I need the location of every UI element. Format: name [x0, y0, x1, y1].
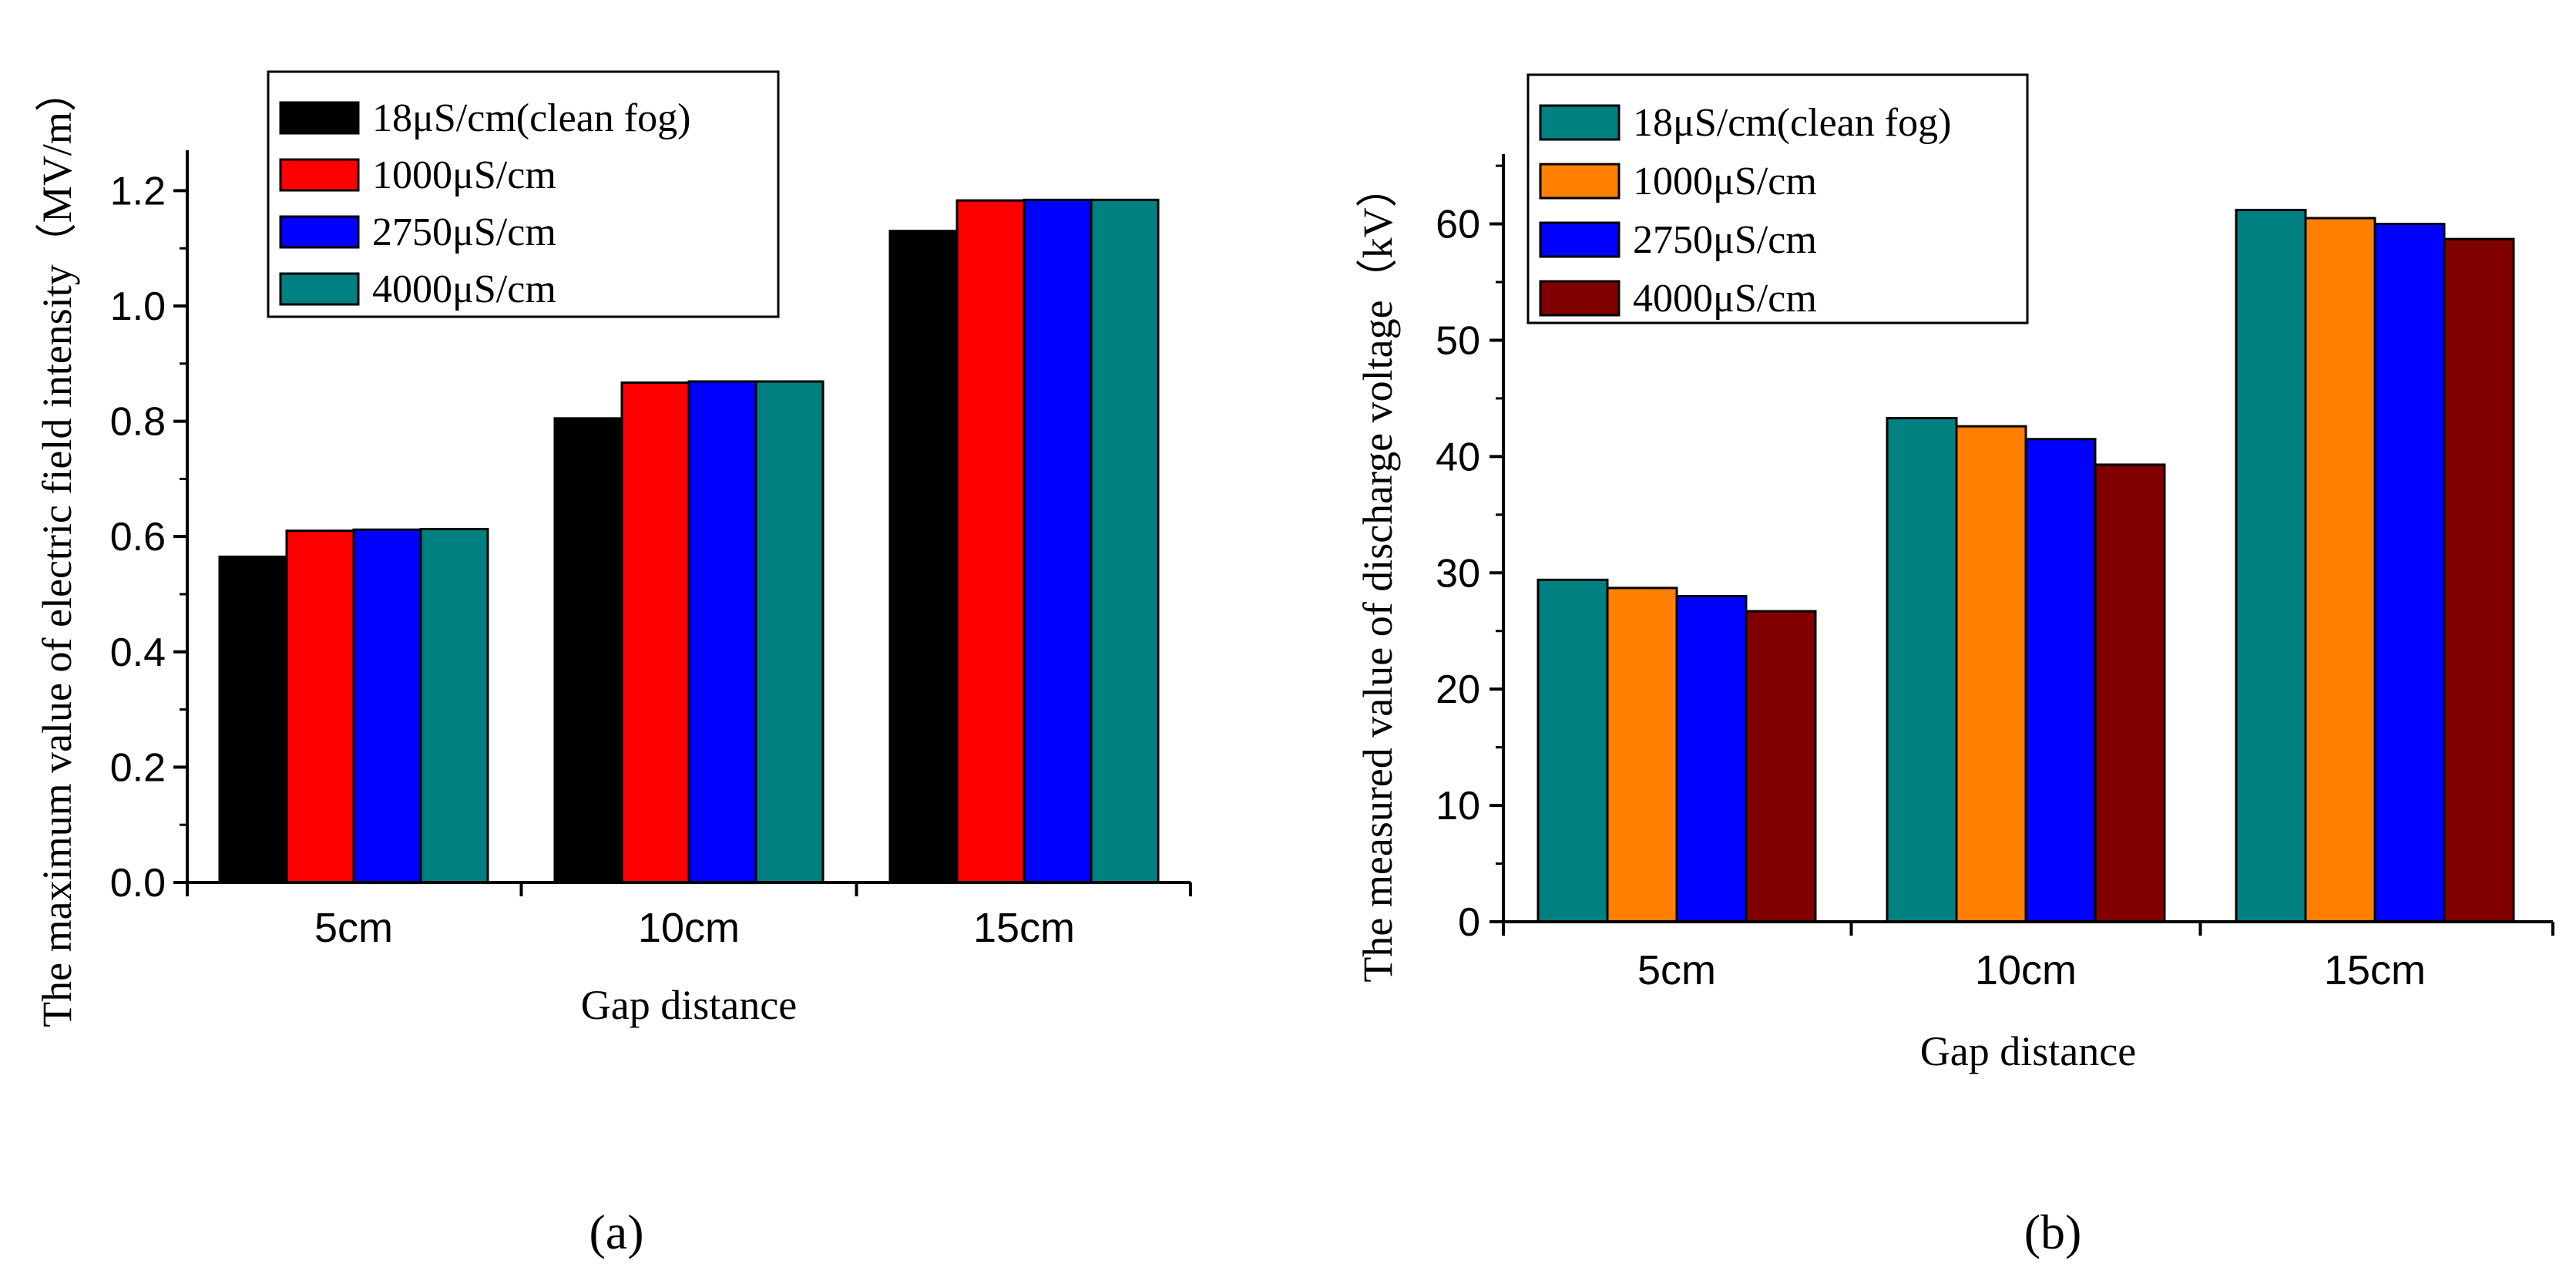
x-tick-label: 5cm [314, 905, 393, 951]
bar [754, 380, 825, 884]
x-tick-label: 10cm [1975, 947, 2077, 993]
bar [2373, 223, 2446, 923]
legend-label: 4000μS/cm [1633, 277, 1817, 321]
bar [620, 381, 690, 884]
bar [1023, 198, 1093, 884]
axes-group: 0.0 0.2 0.4 0.6 0.8 1.0 1.2 5cm 10cm 15cm [110, 150, 1192, 951]
bar [218, 555, 288, 884]
bar [2443, 237, 2515, 923]
y-tick-label: 60 [1436, 203, 1480, 247]
y-tick-label: 1.2 [110, 169, 166, 213]
x-tick-label: 15cm [2324, 947, 2426, 993]
legend-label: 18μS/cm(clean fog) [1633, 101, 1951, 145]
bar [553, 417, 623, 884]
legend: 18μS/cm(clean fog) 1000μS/cm 2750μS/cm 4000… [1526, 73, 2029, 324]
bar [352, 528, 422, 884]
legend-label: 1000μS/cm [1633, 160, 1817, 203]
legend: 18μS/cm(clean fog) 1000μS/cm 2750μS/cm 4000… [267, 70, 780, 318]
y-tick-label: 40 [1436, 435, 1480, 479]
bar [888, 230, 959, 884]
bar [2304, 217, 2376, 923]
bar [285, 529, 355, 884]
chart-panel-a: 0.0 0.2 0.4 0.6 0.8 1.0 1.2 5cm 10cm 15cm Gap dis… [34, 70, 1192, 1259]
bar [1606, 587, 1678, 923]
legend-swatch [279, 272, 360, 306]
y-axis-title: The maximum value of electric field inte… [34, 70, 80, 1027]
bar [1675, 594, 1748, 923]
bar [419, 527, 489, 884]
bar [1537, 578, 1609, 923]
x-axis-title: Gap distance [581, 982, 797, 1028]
x-axis-title: Gap distance [1920, 1028, 2136, 1074]
legend-swatch [1539, 163, 1620, 200]
legend-label: 18μS/cm(clean fog) [372, 96, 690, 140]
x-tick-label: 10cm [638, 905, 740, 951]
bar [2094, 463, 2166, 923]
legend-label: 1000μS/cm [372, 153, 556, 197]
y-tick-label: 30 [1436, 551, 1480, 596]
chart-panel-b: 0 10 20 30 40 50 60 5cm 10cm 15cm Gap distance Th… [1355, 73, 2554, 1259]
y-tick-label: 0.4 [110, 630, 166, 675]
bar [687, 380, 757, 884]
y-tick-label: 0 [1458, 900, 1480, 945]
bar [2235, 208, 2307, 923]
x-tick-label: 15cm [973, 905, 1075, 951]
y-axis-title: The measured value of discharge voltage（… [1355, 166, 1401, 982]
bar [1090, 198, 1160, 884]
y-tick-label: 1.0 [110, 284, 166, 329]
bar [1955, 425, 2027, 923]
bar [956, 199, 1026, 884]
y-tick-label: 20 [1436, 667, 1480, 712]
legend-label: 2750μS/cm [1633, 218, 1817, 262]
bars-group [1537, 208, 2515, 923]
legend-swatch [1539, 280, 1620, 317]
legend-swatch [1539, 221, 1620, 258]
y-tick-label: 0.6 [110, 515, 166, 560]
legend-swatch [1539, 104, 1620, 141]
legend-swatch [279, 158, 360, 192]
x-tick-label: 5cm [1637, 947, 1716, 993]
bar [1745, 610, 1817, 923]
bars-group [218, 198, 1160, 884]
y-tick-label: 0.2 [110, 745, 166, 790]
panel-label-b: (b) [2024, 1205, 2082, 1259]
legend-swatch [279, 101, 360, 135]
bar [2024, 438, 2097, 923]
legend-label: 4000μS/cm [372, 267, 556, 311]
legend-label: 2750μS/cm [372, 210, 556, 254]
axes-group: 0 10 20 30 40 50 60 5cm 10cm 15cm [1436, 154, 2554, 993]
y-tick-label: 0.8 [110, 400, 166, 445]
y-tick-label: 50 [1436, 318, 1480, 363]
y-tick-label: 10 [1436, 784, 1480, 829]
y-tick-label: 0.0 [110, 861, 166, 906]
panel-label-a: (a) [589, 1205, 643, 1259]
legend-swatch [279, 215, 360, 249]
bar [1886, 417, 1958, 923]
